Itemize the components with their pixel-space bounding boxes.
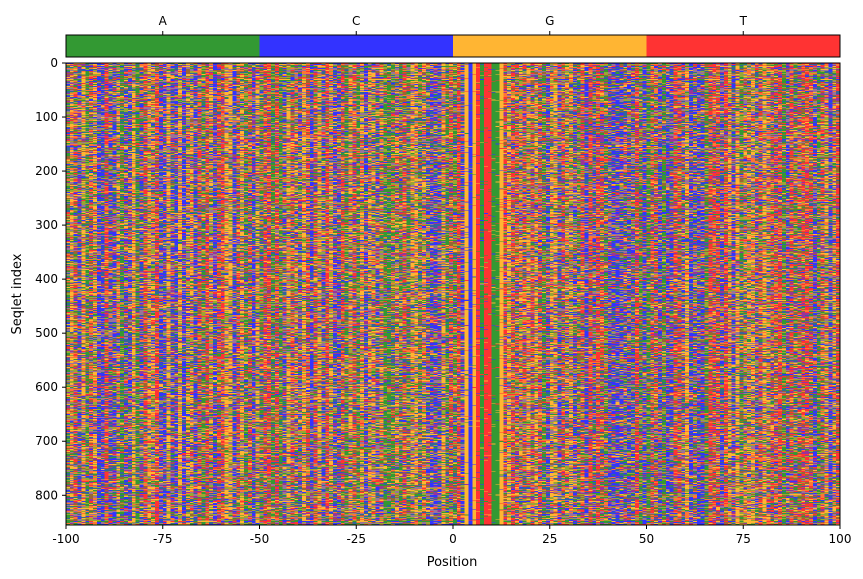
y-axis-label: Seqlet index — [10, 253, 25, 334]
x-tick-label: 25 — [542, 532, 557, 546]
x-tick-label: -100 — [52, 532, 79, 546]
x-tick-label: 0 — [449, 532, 457, 546]
legend-swatch-g — [453, 35, 647, 57]
legend-frame — [65, 34, 841, 58]
x-tick-label: 75 — [736, 532, 751, 546]
y-tick-label: 300 — [35, 218, 58, 232]
y-tick-label: 800 — [35, 488, 58, 502]
x-axis: -100 -75 -50 -25 0 25 50 75 100 — [52, 525, 851, 546]
x-axis-label: Position — [427, 555, 478, 570]
x-tick-label: 50 — [639, 532, 654, 546]
y-tick-label: 200 — [35, 164, 58, 178]
y-tick-label: 700 — [35, 434, 58, 448]
legend-swatch-a — [66, 35, 260, 57]
legend-label-g: G — [545, 14, 554, 28]
x-tick-label: 100 — [829, 532, 852, 546]
y-tick-label: 100 — [35, 110, 58, 124]
legend-label-a: A — [159, 14, 168, 28]
legend-label-c: C — [352, 14, 360, 28]
heatmap-cells — [66, 63, 840, 525]
y-tick-label: 400 — [35, 272, 58, 286]
y-axis: 0 100 200 300 400 500 600 700 800 — [35, 56, 66, 502]
x-tick-label: -75 — [153, 532, 173, 546]
legend-label-t: T — [739, 14, 748, 28]
x-tick-label: -50 — [250, 532, 270, 546]
legend-swatch-t — [646, 35, 840, 57]
y-tick-label: 600 — [35, 380, 58, 394]
y-tick-label: 0 — [50, 56, 58, 70]
heatmap-area — [65, 62, 841, 526]
legend-swatch-c — [259, 35, 453, 57]
y-tick-label: 500 — [35, 326, 58, 340]
x-tick-label: -25 — [346, 532, 366, 546]
